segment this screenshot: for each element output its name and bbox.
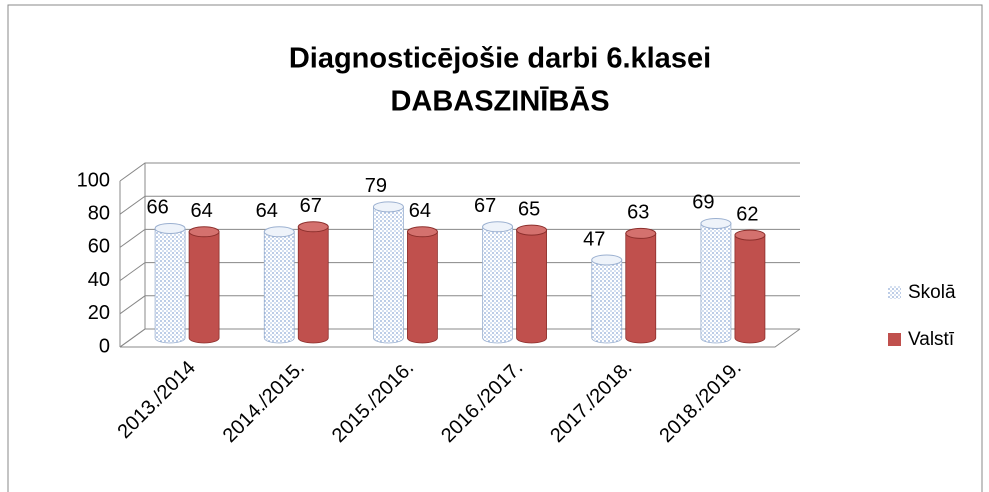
value-label: 47	[583, 228, 605, 250]
chart-title: DABASZINĪBĀS	[390, 86, 609, 118]
chart-title: Diagnosticējošie darbi 6.klasei	[289, 43, 711, 75]
bar-top	[188, 226, 220, 238]
x-tick-label: 2018./2019.	[655, 357, 745, 447]
grid-line	[119, 195, 800, 215]
grid-line	[119, 262, 800, 282]
bar	[625, 233, 657, 344]
y-tick-label: 60	[88, 236, 110, 258]
bar	[407, 231, 438, 344]
bar	[373, 206, 404, 344]
floor	[120, 328, 801, 348]
bar	[516, 229, 547, 344]
bar	[591, 259, 623, 344]
grid-line	[119, 295, 800, 315]
y-tick-label: 100	[77, 169, 110, 191]
bar	[734, 234, 766, 344]
bar-top	[516, 224, 548, 236]
bar-top	[700, 217, 732, 229]
bar	[482, 226, 513, 344]
value-label: 62	[736, 203, 758, 225]
legend-swatch	[888, 333, 901, 346]
x-tick-label: 2014./2015.	[219, 357, 309, 447]
bar	[263, 231, 295, 344]
grid-line	[119, 328, 800, 348]
value-label: 64	[190, 200, 212, 222]
value-label: 69	[692, 192, 714, 214]
grid-line	[119, 162, 800, 182]
y-tick-label: 0	[99, 335, 110, 357]
value-label: 63	[627, 202, 649, 224]
y-tick-label: 20	[88, 302, 110, 324]
chart-border	[7, 4, 983, 492]
bar-top	[591, 254, 623, 266]
legend-swatch	[888, 286, 901, 299]
x-tick-label: 2016./2017.	[437, 357, 527, 447]
value-label: 64	[256, 200, 278, 222]
axis-wall	[119, 163, 146, 348]
value-label: 67	[474, 195, 496, 217]
bar-top	[297, 221, 329, 233]
x-tick-label: 2015./2016.	[328, 357, 418, 447]
value-label: 64	[409, 200, 431, 222]
bar	[297, 226, 329, 344]
grid-line	[119, 228, 800, 248]
value-label: 66	[146, 197, 168, 219]
x-tick-label: 2017./2018.	[546, 357, 636, 447]
bar	[700, 223, 732, 344]
y-tick-label: 80	[88, 202, 110, 224]
legend-label: Skolā	[908, 282, 956, 303]
bar-top	[154, 222, 186, 234]
bar	[188, 231, 220, 344]
value-label: 65	[518, 198, 540, 220]
bar-top	[734, 229, 766, 241]
bar	[154, 228, 186, 344]
value-label: 79	[365, 175, 387, 197]
bar-top	[625, 227, 657, 239]
bar-top	[263, 226, 295, 238]
bar-top	[482, 221, 514, 233]
bar-top	[372, 201, 404, 213]
y-tick-label: 40	[88, 269, 110, 291]
legend-label: Valstī	[908, 329, 955, 350]
value-label: 67	[300, 195, 322, 217]
x-tick-label: 2013./2014	[114, 357, 200, 443]
bar-top	[406, 226, 438, 238]
